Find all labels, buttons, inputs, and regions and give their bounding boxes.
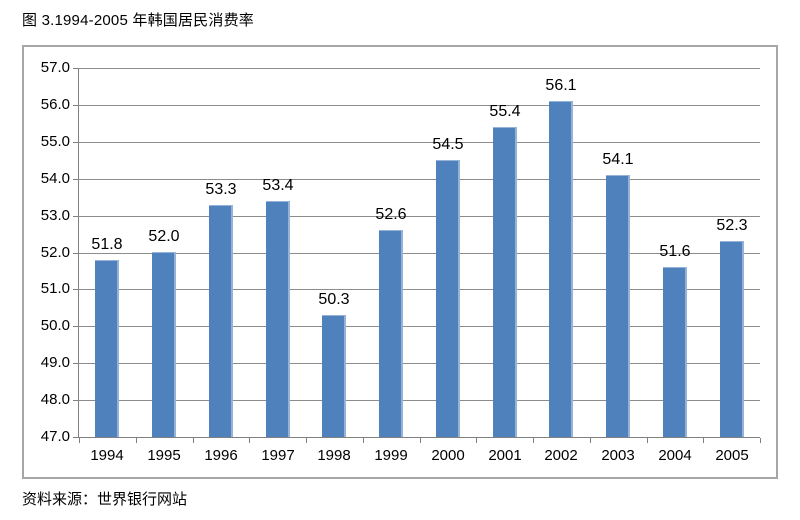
- x-tick-label: 2002: [544, 447, 578, 464]
- y-tick-mark: [73, 104, 79, 106]
- y-gridline: [79, 363, 760, 365]
- plot-area: 51.8 52.0 53.3 53.4 50.3 52.6 54.5 55.4 56.1 54.1…: [78, 68, 760, 438]
- y-tick-label: 47.0: [40, 428, 70, 445]
- y-tick-label: 48.0: [40, 391, 70, 409]
- y-gridline: [79, 215, 760, 217]
- bar: [266, 201, 290, 437]
- y-tick-label: 54.0: [40, 169, 70, 187]
- x-tick-mark: [79, 438, 80, 443]
- x-tick-mark: [420, 438, 421, 443]
- x-tick-label: 1996: [204, 447, 238, 464]
- bar-value-label: 54.1: [602, 151, 634, 168]
- y-tick-label: 49.0: [40, 354, 70, 372]
- bar-value-label: 56.1: [545, 77, 577, 94]
- y-tick-mark: [73, 215, 79, 217]
- source-note: 资料来源：世界银行网站: [22, 491, 188, 508]
- y-gridline: [79, 178, 760, 180]
- bar: [493, 127, 517, 437]
- bar-value-label: 53.4: [262, 177, 294, 194]
- bar: [95, 260, 119, 437]
- bar: [549, 101, 573, 437]
- bar-value-label: 52.3: [716, 217, 748, 234]
- y-tick-label: 51.0: [40, 280, 70, 298]
- bar-value-label: 51.6: [659, 243, 691, 260]
- y-tick-label: 53.0: [40, 206, 70, 224]
- x-tick-mark: [306, 438, 307, 443]
- y-tick-mark: [73, 437, 79, 438]
- x-tick-label: 2003: [601, 447, 635, 464]
- x-tick-label: 1997: [261, 447, 295, 464]
- bar-chart: 57.0 56.0 55.0 54.0 53.0 52.0 51.0 50.0 49.0 48.0…: [22, 45, 778, 479]
- x-tick-mark: [760, 438, 761, 443]
- bar: [606, 175, 630, 437]
- x-tick-mark: [703, 438, 704, 443]
- y-gridline: [79, 68, 760, 69]
- x-tick-mark: [647, 438, 648, 443]
- bar: [322, 315, 346, 437]
- bar-value-label: 55.4: [489, 103, 521, 120]
- y-tick-mark: [73, 400, 79, 402]
- x-tick-mark: [249, 438, 250, 443]
- bar: [663, 267, 687, 437]
- x-tick-label: 2001: [488, 447, 522, 464]
- y-tick-mark: [73, 326, 79, 328]
- y-tick-mark: [73, 363, 79, 365]
- x-tick-label: 1998: [317, 447, 351, 464]
- y-tick-mark: [73, 68, 79, 69]
- bar-value-label: 52.0: [148, 228, 180, 245]
- bar: [436, 160, 460, 437]
- bar-value-label: 51.8: [91, 236, 123, 253]
- y-tick-mark: [73, 252, 79, 254]
- y-tick-label: 52.0: [40, 243, 70, 261]
- y-axis-labels: 57.0 56.0 55.0 54.0 53.0 52.0 51.0 50.0 49.0 48.0…: [24, 59, 70, 445]
- x-tick-label: 1995: [147, 447, 181, 464]
- x-tick-label: 1994: [90, 447, 124, 464]
- bar-value-label: 54.5: [432, 136, 464, 153]
- bar: [379, 230, 403, 437]
- y-tick-label: 55.0: [40, 132, 70, 150]
- bar-value-label: 53.3: [205, 181, 237, 198]
- y-gridline: [79, 289, 760, 291]
- y-tick-label: 56.0: [40, 95, 70, 113]
- x-tick-mark: [533, 438, 534, 443]
- y-gridline: [79, 141, 760, 143]
- x-tick-mark: [363, 438, 364, 443]
- y-tick-mark: [73, 178, 79, 180]
- x-tick-mark: [476, 438, 477, 443]
- bar-value-label: 50.3: [318, 291, 350, 308]
- x-tick-label: 1999: [374, 447, 408, 464]
- y-tick-mark: [73, 289, 79, 291]
- bar: [720, 241, 744, 437]
- x-tick-label: 2000: [431, 447, 465, 464]
- y-gridline: [79, 252, 760, 254]
- chart-title: 图 3.1994-2005 年韩国居民消费率: [22, 12, 254, 29]
- y-gridline: [79, 400, 760, 402]
- y-tick-label: 50.0: [40, 317, 70, 335]
- x-tick-mark: [136, 438, 137, 443]
- x-tick-label: 2004: [658, 447, 692, 464]
- y-gridline: [79, 326, 760, 328]
- y-gridline: [79, 104, 760, 106]
- x-tick-label: 2005: [715, 447, 749, 464]
- bar-value-label: 52.6: [375, 206, 407, 223]
- bar: [152, 252, 176, 437]
- y-tick-label: 57.0: [40, 59, 70, 76]
- x-tick-mark: [193, 438, 194, 443]
- bar: [209, 205, 233, 437]
- y-tick-mark: [73, 141, 79, 143]
- x-tick-mark: [590, 438, 591, 443]
